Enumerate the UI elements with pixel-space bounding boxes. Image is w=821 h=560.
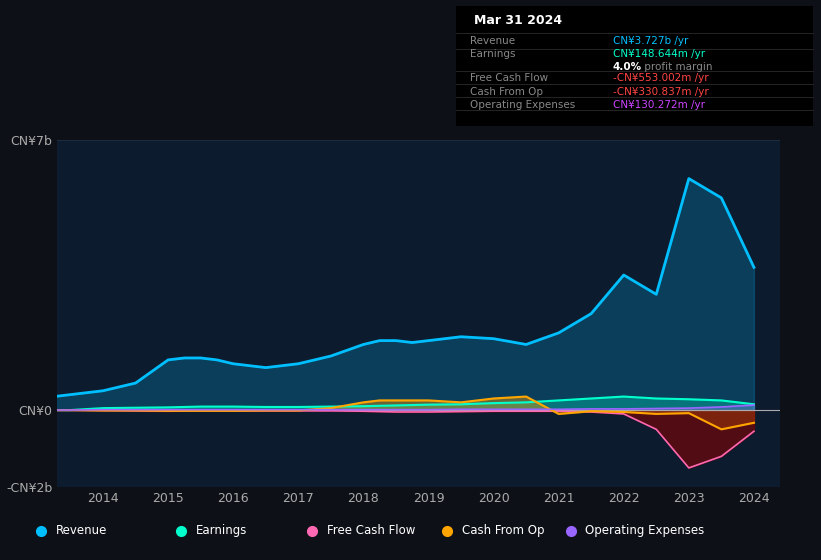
Text: 4.0%: 4.0% [612,62,642,72]
Text: Operating Expenses: Operating Expenses [470,100,576,110]
Text: -CN¥330.837m /yr: -CN¥330.837m /yr [612,87,709,97]
Text: Earnings: Earnings [195,524,247,538]
Text: CN¥148.644m /yr: CN¥148.644m /yr [612,49,705,59]
Text: -CN¥553.002m /yr: -CN¥553.002m /yr [612,73,709,83]
Text: Operating Expenses: Operating Expenses [585,524,704,538]
Text: Cash From Op: Cash From Op [462,524,544,538]
Text: Free Cash Flow: Free Cash Flow [327,524,415,538]
Text: Revenue: Revenue [470,36,515,46]
Text: profit margin: profit margin [641,62,713,72]
Text: Free Cash Flow: Free Cash Flow [470,73,548,83]
Text: Mar 31 2024: Mar 31 2024 [474,14,562,27]
Text: Earnings: Earnings [470,49,516,59]
Text: Cash From Op: Cash From Op [470,87,543,97]
Text: CN¥3.727b /yr: CN¥3.727b /yr [612,36,688,46]
Text: Revenue: Revenue [56,524,108,538]
Text: CN¥130.272m /yr: CN¥130.272m /yr [612,100,704,110]
